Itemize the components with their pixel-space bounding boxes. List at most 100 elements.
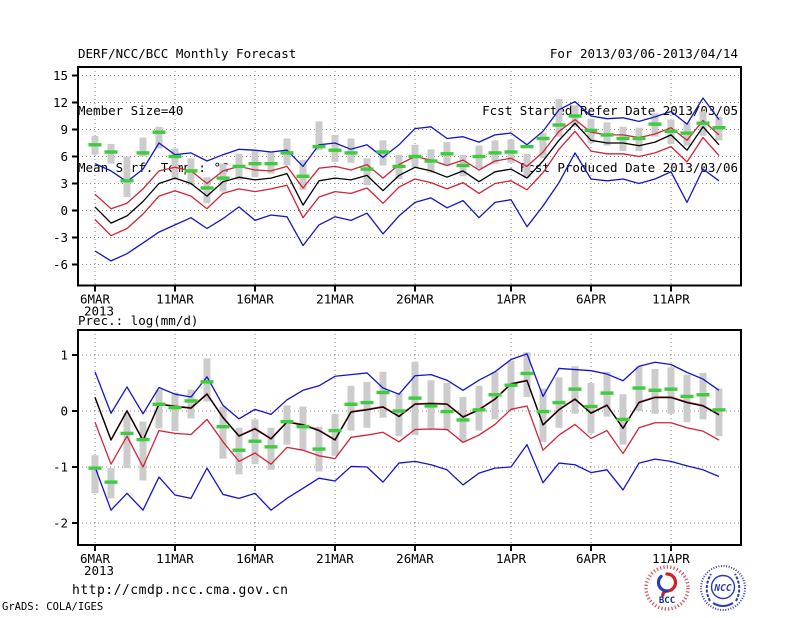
x-tick-label: 26MAR (396, 292, 434, 307)
observation-climate-dash (584, 128, 598, 133)
climate-spread-bar (139, 137, 147, 157)
ncc-wreath-left (705, 573, 712, 602)
x-tick-label: 6APR (576, 292, 607, 307)
observation-climate-dash (600, 133, 614, 137)
x-tick-year-label: 2013 (84, 304, 114, 319)
x-tick-label: 11APR (652, 292, 690, 307)
climate-spread-bar (139, 421, 147, 481)
observation-climate-dash (424, 404, 438, 408)
climate-spread-bar (219, 406, 227, 459)
observation-climate-dash (632, 136, 646, 141)
climate-spread-bar (539, 388, 547, 442)
observation-climate-dash (440, 152, 454, 156)
source-url: http://cmdp.ncc.cma.gov.cn (72, 583, 289, 598)
x-tick-year-label: 2013 (84, 563, 114, 578)
observation-climate-dash (168, 154, 182, 159)
spread-upper-line (94, 118, 720, 210)
observation-climate-dash (632, 386, 646, 390)
observation-climate-dash (360, 400, 374, 405)
observation-climate-dash (408, 396, 422, 400)
observation-climate-dash (696, 393, 710, 397)
grads-credit: GrADS: COLA/IGES (2, 601, 104, 613)
climate-spread-bar (203, 358, 211, 402)
bcc-logo: BCC (642, 563, 692, 613)
observation-climate-dash (504, 383, 518, 387)
observation-climate-dash (616, 136, 630, 141)
observation-climate-dash (712, 408, 726, 412)
observation-climate-dash (328, 148, 342, 152)
observation-climate-dash (152, 130, 166, 134)
climate-spread-bar (331, 134, 339, 162)
observation-climate-dash (552, 400, 566, 405)
climate-spread-bar (283, 405, 291, 445)
observation-climate-dash (344, 151, 358, 155)
climate-spread-bar (683, 374, 691, 423)
observation-climate-dash (616, 417, 630, 422)
y-tick-label: 12 (53, 95, 68, 110)
observation-climate-dash (296, 174, 310, 178)
ncc-base-arc (712, 602, 734, 607)
observation-climate-dash (696, 121, 710, 125)
observation-climate-dash (472, 154, 486, 159)
ensemble-min-line (94, 443, 720, 511)
x-tick-label: 21MAR (316, 551, 354, 566)
climate-spread-bar (267, 427, 275, 470)
y-tick-label: -6 (53, 257, 68, 272)
observation-climate-dash (408, 154, 422, 159)
observation-climate-dash (152, 402, 166, 406)
observation-climate-dash (568, 387, 582, 391)
observation-climate-dash (120, 179, 134, 183)
observation-climate-dash (392, 164, 406, 169)
observation-climate-dash (504, 150, 518, 154)
observation-climate-dash (312, 144, 326, 149)
observation-climate-dash (456, 163, 470, 168)
observation-climate-dash (536, 136, 550, 141)
observation-climate-dash (680, 131, 694, 135)
observation-climate-dash (104, 150, 118, 154)
observation-climate-dash (248, 439, 262, 443)
climate-spread-bar (363, 381, 371, 428)
ncc-logo: NCC (698, 563, 748, 613)
y-tick-label: 1 (60, 348, 68, 363)
climate-spread-bar (123, 413, 131, 469)
observation-climate-dash (280, 419, 294, 424)
observation-climate-dash (200, 186, 214, 190)
footer-logos: BCC NCC (642, 563, 748, 613)
climate-spread-bar (555, 98, 563, 137)
observation-climate-dash (216, 424, 230, 429)
observation-climate-dash (712, 126, 726, 130)
y-tick-label: 3 (60, 176, 68, 191)
climate-spread-bar (443, 383, 451, 431)
observation-climate-dash (264, 445, 278, 449)
observation-climate-dash (376, 390, 390, 395)
climate-spread-bar (187, 389, 195, 419)
observation-climate-dash (520, 144, 534, 149)
ensemble-mean-line (94, 380, 720, 442)
plot-frame (77, 329, 742, 546)
observation-climate-dash (568, 114, 582, 118)
x-tick-label: 21MAR (316, 292, 354, 307)
climate-spread-bar (315, 121, 323, 151)
observation-climate-dash (232, 164, 246, 169)
ncc-logo-text: NCC (713, 583, 731, 594)
ensemble-min-line (94, 152, 720, 262)
observation-climate-dash (424, 159, 438, 163)
climate-spread-bar (379, 371, 387, 418)
observation-climate-dash (648, 388, 662, 392)
spread-lower-line (94, 130, 720, 237)
observation-climate-dash (520, 371, 534, 376)
observation-climate-dash (600, 391, 614, 395)
x-tick-label: 11MAR (156, 551, 194, 566)
observation-climate-dash (104, 480, 118, 484)
x-tick-label: 1APR (496, 292, 527, 307)
y-tick-label: -1 (53, 460, 68, 475)
observation-climate-dash (488, 393, 502, 397)
x-tick-label: 6MAR (80, 551, 111, 566)
ensemble-max-line (94, 97, 720, 183)
observation-climate-dash (296, 424, 310, 429)
observation-climate-dash (88, 466, 102, 470)
observation-climate-dash (456, 418, 470, 422)
climate-spread-bar (363, 158, 371, 186)
